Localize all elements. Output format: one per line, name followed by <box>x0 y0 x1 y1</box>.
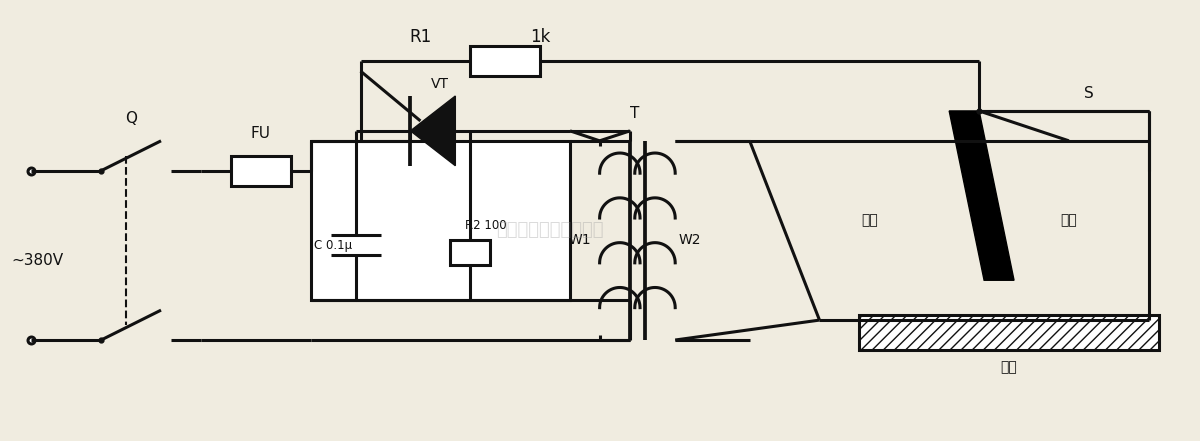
Bar <box>450 240 491 265</box>
Bar <box>230 156 290 186</box>
Text: T: T <box>630 106 640 121</box>
Bar <box>859 315 1159 350</box>
Text: S: S <box>1084 86 1093 101</box>
Polygon shape <box>410 96 455 166</box>
Text: 焊件: 焊件 <box>1001 360 1018 374</box>
Text: C 0.1μ: C 0.1μ <box>313 239 352 252</box>
Bar <box>470 46 540 76</box>
Text: W2: W2 <box>678 233 701 247</box>
Text: R1: R1 <box>409 28 432 46</box>
Text: W1: W1 <box>569 233 592 247</box>
Text: 焊枪: 焊枪 <box>862 213 877 228</box>
Text: 杭州隆睿科技有限公司: 杭州隆睿科技有限公司 <box>497 221 604 239</box>
Bar <box>311 141 570 300</box>
Polygon shape <box>949 111 1014 280</box>
Text: Q: Q <box>125 111 137 126</box>
Text: 焊条: 焊条 <box>1061 213 1078 228</box>
Text: VT: VT <box>431 77 449 91</box>
Text: 1k: 1k <box>530 28 551 46</box>
Text: R2 100: R2 100 <box>466 219 506 232</box>
Text: FU: FU <box>251 126 271 141</box>
Text: ~380V: ~380V <box>11 253 64 268</box>
